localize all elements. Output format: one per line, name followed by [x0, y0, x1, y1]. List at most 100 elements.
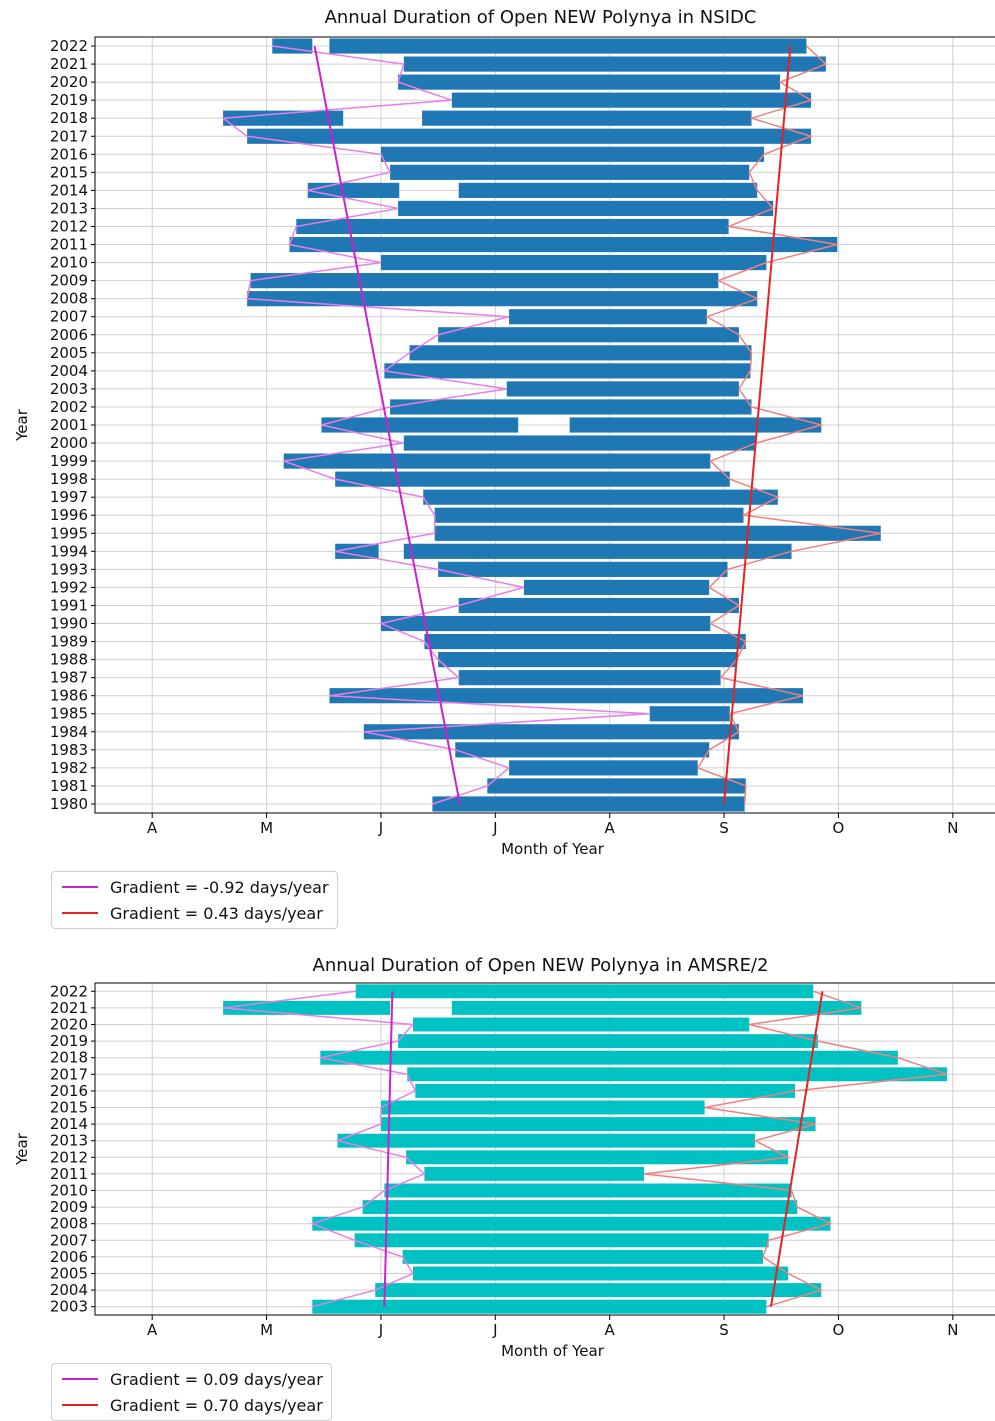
legend-swatch-magenta — [62, 1378, 98, 1380]
bar-2010 — [380, 255, 767, 271]
y-tick-label: 1992 — [50, 578, 88, 596]
y-tick-label: 2000 — [50, 434, 88, 452]
legend-label: Gradient = -0.92 days/year — [110, 877, 329, 897]
y-tick-label: 2005 — [50, 344, 88, 362]
y-tick-label: 1983 — [50, 741, 88, 759]
y-tick-label: 1989 — [50, 633, 88, 651]
y-tick-label: 2008 — [50, 1215, 88, 1233]
y-tick-label: 2019 — [50, 91, 88, 109]
legend-nsidc: Gradient = -0.92 days/year Gradient = 0.… — [51, 871, 338, 929]
y-tick-label: 1988 — [50, 651, 88, 669]
y-tick-label: 1990 — [50, 615, 88, 633]
bar-1984 — [363, 724, 739, 740]
trend-line-start — [313, 45, 461, 805]
legend-swatch-magenta — [62, 886, 98, 888]
bar-1990 — [380, 615, 711, 632]
y-tick-label: 2022 — [50, 37, 88, 55]
x-tick-label: N — [947, 1321, 958, 1339]
bar-2007 — [354, 1233, 769, 1248]
bar-2016 — [415, 1083, 795, 1098]
y-tick-label: 1999 — [50, 452, 88, 470]
end-date-line — [643, 990, 948, 1308]
bar-2019 — [398, 1034, 818, 1049]
x-tick-label: A — [605, 1321, 616, 1339]
bar-2001 — [321, 417, 519, 433]
bar-1991 — [458, 597, 739, 614]
x-tick-label: S — [719, 819, 729, 837]
y-tick-label: 2004 — [50, 362, 88, 380]
bar-1985 — [649, 706, 730, 722]
x-tick-label: A — [147, 1321, 158, 1339]
x-tick-label: O — [833, 819, 845, 837]
legend-swatch-red — [62, 912, 98, 914]
x-axis-label: Month of Year — [501, 840, 605, 858]
bar-1980 — [432, 796, 745, 812]
bar-1993 — [438, 561, 728, 577]
x-axis-label: Month of Year — [501, 1342, 605, 1360]
y-tick-label: 2014 — [50, 1115, 88, 1133]
bar-2010 — [384, 1183, 792, 1198]
y-tick-label: 1986 — [50, 687, 88, 705]
legend-amsre: Gradient = 0.09 days/year Gradient = 0.7… — [51, 1363, 332, 1421]
y-tick-label: 1987 — [50, 669, 88, 687]
x-tick-label: J — [378, 1321, 383, 1339]
bar-2002 — [390, 399, 752, 415]
y-tick-label: 2016 — [50, 145, 88, 163]
y-tick-label: 2020 — [50, 73, 88, 91]
bar-2001 — [569, 417, 822, 433]
x-tick-label: J — [492, 819, 497, 837]
bar-2018 — [223, 110, 344, 126]
y-tick-label: 2012 — [50, 1148, 88, 1166]
y-tick-label: 2002 — [50, 398, 88, 416]
bar-1989 — [424, 633, 746, 650]
y-tick-label: 2021 — [50, 999, 88, 1017]
y-tick-label: 2014 — [50, 181, 88, 199]
y-tick-label: 2011 — [50, 1165, 88, 1183]
bar-1999 — [283, 453, 711, 469]
bar-2006 — [438, 327, 739, 343]
trend-line-start — [383, 991, 394, 1307]
chart-title-nsidc: Annual Duration of Open NEW Polynya in N… — [324, 7, 757, 28]
y-tick-label: 1984 — [50, 723, 88, 741]
bar-1992 — [523, 579, 710, 595]
y-tick-label: 2003 — [50, 380, 88, 398]
y-tick-label: 2013 — [50, 1132, 88, 1150]
y-tick-label: 1995 — [50, 524, 88, 542]
panel-0 — [91, 36, 995, 818]
y-axis-label: Year — [13, 408, 31, 442]
bar-1983 — [455, 742, 710, 758]
y-tick-label: 2007 — [50, 308, 88, 326]
y-tick-label: 2009 — [50, 272, 88, 290]
y-axis-label: Year — [13, 1132, 31, 1166]
bar-2021 — [451, 1000, 862, 1015]
y-tick-label: 1996 — [50, 506, 88, 524]
trend-line-end — [723, 45, 792, 805]
start-date-line — [221, 45, 650, 805]
legend-label: Gradient = 0.43 days/year — [110, 903, 323, 923]
y-tick-label: 2021 — [50, 55, 88, 73]
bar-2006 — [402, 1249, 763, 1264]
y-tick-label: 2018 — [50, 1049, 88, 1067]
bar-1994 — [403, 543, 792, 559]
bar-1998 — [335, 471, 730, 487]
bar-2017 — [247, 128, 811, 144]
y-tick-label: 2009 — [50, 1198, 88, 1216]
x-tick-label: S — [719, 1321, 729, 1339]
bar-2012 — [296, 218, 729, 235]
end-date-line — [696, 45, 881, 805]
bar-2009 — [362, 1200, 798, 1215]
y-tick-label: 2006 — [50, 326, 88, 344]
x-tick-label: M — [260, 819, 273, 837]
bar-2009 — [250, 273, 719, 289]
bar-2018 — [320, 1050, 898, 1065]
bar-2004 — [375, 1283, 822, 1298]
y-tick-label: 1991 — [50, 596, 88, 614]
y-tick-label: 2008 — [50, 290, 88, 308]
y-tick-label: 2007 — [50, 1231, 88, 1249]
x-tick-label: A — [605, 819, 616, 837]
bar-1982 — [509, 760, 698, 776]
bar-1995 — [434, 525, 881, 541]
bar-2020 — [398, 74, 781, 90]
bar-2013 — [337, 1133, 755, 1148]
